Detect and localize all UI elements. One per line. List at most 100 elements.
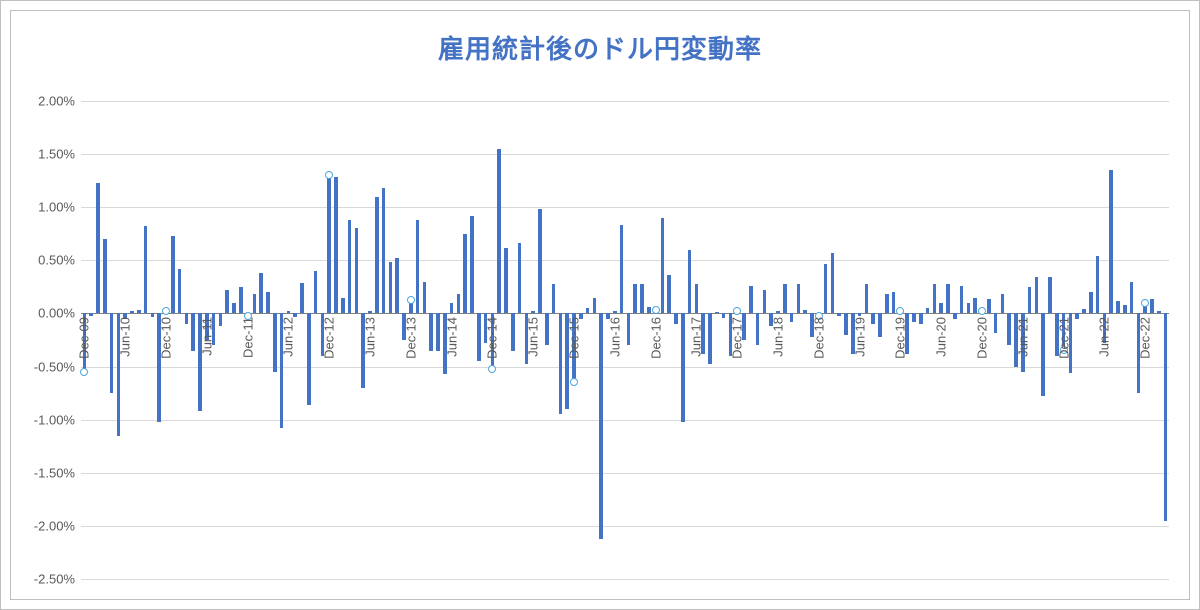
bar [110, 313, 114, 393]
bar [191, 313, 195, 350]
bar [967, 303, 971, 314]
bar [287, 311, 291, 313]
bar [722, 313, 726, 317]
bar [640, 284, 644, 314]
bar [307, 313, 311, 404]
bar [695, 284, 699, 314]
x-tick-label: Jun-20 [934, 317, 949, 357]
gridline [81, 579, 1169, 580]
bar [1041, 313, 1045, 396]
chart-title: 雇用統計後のドル円変動率 [11, 29, 1189, 66]
bar [1123, 305, 1127, 313]
bar [953, 313, 957, 318]
bar [1082, 309, 1086, 313]
bar [1116, 301, 1120, 314]
x-tick-label: Jun-22 [1097, 317, 1112, 357]
bar [973, 298, 977, 314]
bar [946, 284, 950, 314]
series-marker [896, 307, 904, 315]
bar [253, 294, 257, 313]
series-marker [733, 307, 741, 315]
bar [300, 283, 304, 314]
bar [763, 290, 767, 313]
bar [633, 284, 637, 314]
bar [314, 271, 318, 313]
x-tick-label: Jun-11 [199, 317, 214, 356]
bar [790, 313, 794, 321]
y-tick-label: -0.50% [34, 359, 81, 374]
series-marker [488, 365, 496, 373]
bar [715, 312, 719, 313]
bar [239, 287, 243, 314]
series-marker [652, 306, 660, 314]
bar [1075, 313, 1079, 318]
bar [1109, 170, 1113, 313]
x-tick-label: Jun-16 [607, 317, 622, 357]
x-tick-label: Dec-16 [648, 317, 663, 359]
bar [824, 264, 828, 314]
x-tick-label: Jun-10 [118, 317, 133, 357]
bar [423, 282, 427, 314]
bar [225, 290, 229, 313]
bar [1150, 299, 1154, 314]
bar [103, 239, 107, 313]
y-tick-label: 0.00% [38, 306, 81, 321]
bar [1096, 256, 1100, 313]
y-tick-label: -2.50% [34, 572, 81, 587]
bar [627, 313, 631, 345]
bar [939, 303, 943, 314]
x-tick-label: Jun-12 [281, 317, 296, 357]
bar [1157, 311, 1161, 313]
bar [266, 292, 270, 313]
bar [144, 226, 148, 313]
bar [912, 313, 916, 321]
bar [96, 183, 100, 314]
bar [708, 313, 712, 364]
bar [987, 299, 991, 314]
bar [994, 313, 998, 332]
x-tick-label: Dec-09 [77, 317, 92, 359]
bar [457, 294, 461, 313]
series-marker [570, 378, 578, 386]
bar [531, 311, 535, 313]
bar [593, 298, 597, 314]
bar [749, 286, 753, 314]
bar [273, 313, 277, 371]
x-tick-label: Dec-11 [240, 317, 255, 358]
bar [871, 313, 875, 324]
bar [1048, 277, 1052, 313]
y-tick-label: 2.00% [38, 94, 81, 109]
bar [327, 175, 331, 313]
x-tick-label: Dec-13 [403, 317, 418, 359]
x-tick-label: Dec-14 [485, 317, 500, 359]
bar [130, 311, 134, 313]
bar [919, 313, 923, 324]
x-tick-label: Jun-19 [852, 317, 867, 357]
bar [355, 228, 359, 313]
bar [171, 236, 175, 314]
series-marker [325, 171, 333, 179]
bar [429, 313, 433, 350]
bar [667, 275, 671, 313]
bar [382, 188, 386, 313]
bar [756, 313, 760, 345]
x-tick-label: Jun-18 [771, 317, 786, 357]
series-marker [162, 307, 170, 315]
bar [933, 284, 937, 314]
series-marker [1141, 299, 1149, 307]
bar [797, 284, 801, 314]
bar [395, 258, 399, 313]
bar [1035, 277, 1039, 313]
bar [518, 243, 522, 313]
bar [858, 313, 862, 315]
bar [878, 313, 882, 336]
bar [341, 298, 345, 314]
x-tick-label: Jun-15 [526, 317, 541, 357]
bar [89, 313, 93, 315]
bar [436, 313, 440, 350]
y-tick-label: -1.00% [34, 412, 81, 427]
x-tick-label: Dec-21 [1056, 317, 1071, 359]
bar [259, 273, 263, 313]
bar [477, 313, 481, 361]
x-tick-label: Dec-15 [567, 317, 582, 359]
